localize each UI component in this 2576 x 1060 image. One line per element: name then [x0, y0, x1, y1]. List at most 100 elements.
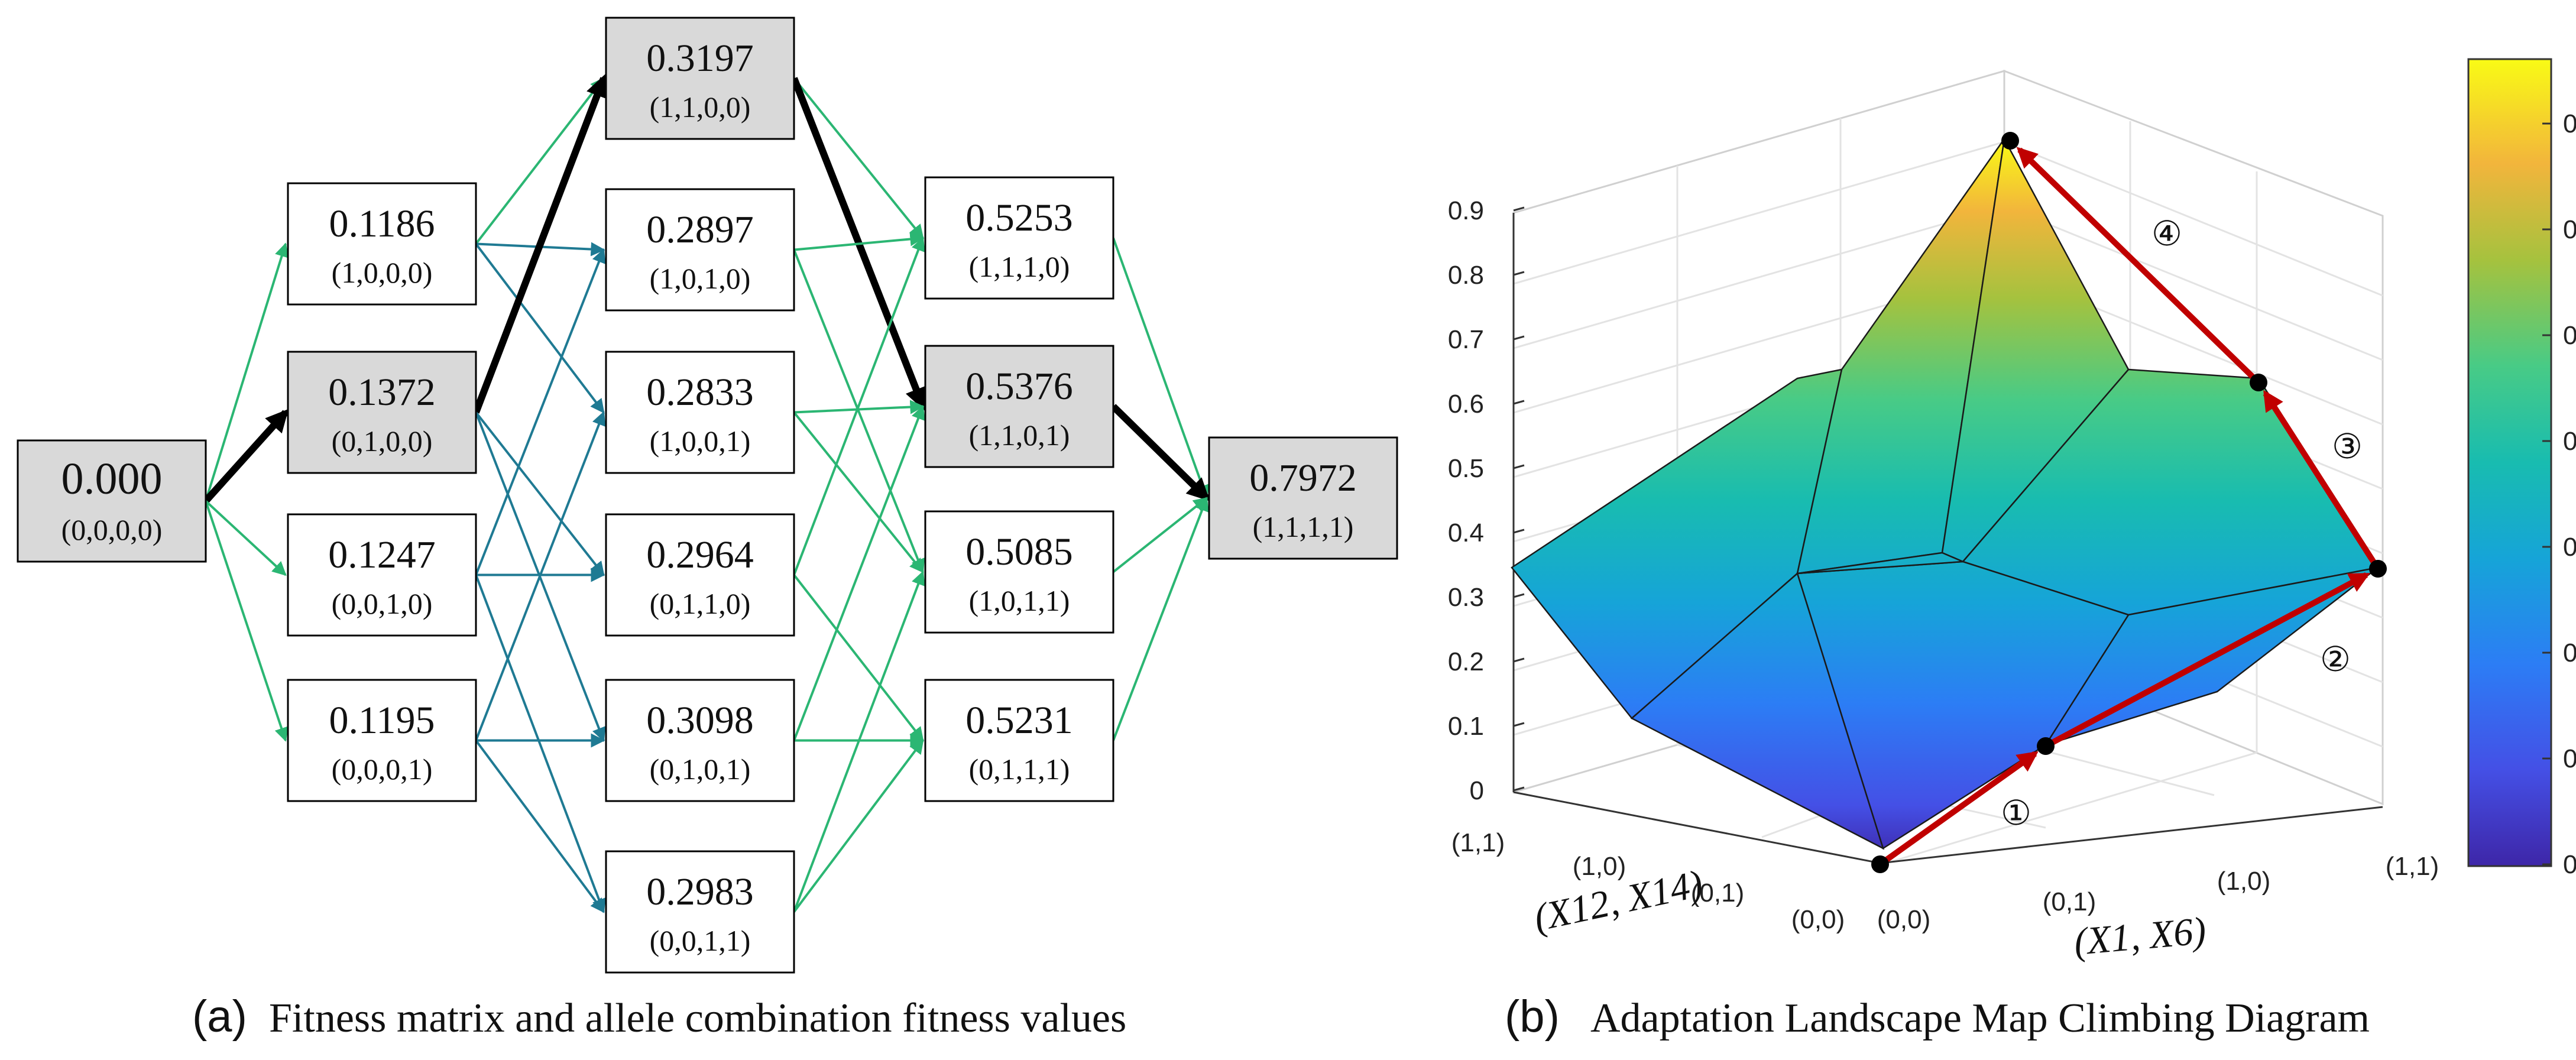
colorbar-tick-label: 0.1	[2563, 744, 2576, 773]
node-allele-code: (0,1,1,0)	[650, 587, 751, 620]
node-box	[17, 439, 207, 563]
colorbar	[2467, 58, 2552, 867]
panel-b-caption: Adaptation Landscape Map Climbing Diagra…	[1590, 996, 2370, 1041]
node-box	[287, 351, 477, 474]
edge-13-15	[1112, 497, 1208, 573]
edge-4-10	[475, 740, 605, 913]
edge-1-7	[475, 243, 605, 414]
edge-0-4	[205, 500, 289, 742]
node-fitness-value: 0.1186	[329, 202, 435, 245]
node-allele-code: (1,0,0,0)	[332, 256, 433, 289]
edge-0-3	[205, 500, 287, 576]
edge-0-2	[203, 409, 289, 504]
node-box	[287, 182, 477, 306]
node-box	[605, 513, 795, 637]
right-axis-tick-label: (0,0)	[1877, 905, 1930, 934]
node-box	[287, 679, 477, 802]
left-axis-tick-label: (1,1)	[1451, 828, 1505, 857]
z-tick-label: 0.4	[1448, 518, 1484, 547]
edge-8-14	[793, 574, 924, 742]
climb-point	[1871, 855, 1889, 873]
genotype-node: 0.7972 (1,1,1,1)	[1208, 436, 1398, 560]
node-allele-code: (1,0,1,0)	[650, 262, 751, 295]
node-allele-code: (1,1,1,0)	[969, 250, 1070, 283]
edge-14-15	[1112, 497, 1209, 741]
climb-point	[2001, 132, 2019, 150]
node-box	[605, 188, 795, 312]
climb-step-arrow	[2263, 390, 2381, 570]
z-tick-mark	[1513, 657, 1525, 663]
genotype-node: 0.1195 (0,0,0,1)	[287, 679, 477, 802]
node-fitness-value: 0.000	[61, 454, 163, 504]
z-tick-label: 0.7	[1448, 325, 1484, 354]
node-allele-code: (0,0,0,0)	[61, 513, 163, 546]
surface-facet	[1630, 572, 1885, 850]
panel-a-fitness-matrix: 0.000 (0,0,0,0) 0.1186 (1,0,0,0) 0.1372 (0,1,…	[17, 17, 1398, 974]
z-tick-mark	[1513, 271, 1525, 276]
node-fitness-value: 0.5253	[965, 196, 1073, 239]
climb-point	[2369, 560, 2387, 578]
edge-10-14	[793, 739, 924, 913]
colorbar-tick-label: 0	[2563, 850, 2576, 879]
panel-b-caption-tag: (b)	[1505, 991, 1560, 1042]
node-layer: 0.000 (0,0,0,0) 0.1186 (1,0,0,0) 0.1372 (0,1,…	[17, 17, 1398, 974]
colorbar-ticks: 0 0.1 0.2 0.3 0.4 0.5 0.6 0.7	[2542, 109, 2576, 879]
z-tick-mark	[1513, 206, 1525, 212]
edge-2-5	[472, 74, 608, 414]
node-allele-code: (1,0,1,1)	[969, 584, 1070, 617]
node-allele-code: (0,1,0,1)	[650, 753, 751, 786]
node-box	[924, 176, 1114, 300]
edge-10-13	[793, 570, 925, 913]
z-tick-label: 0.5	[1448, 454, 1484, 483]
z-tick-label: 0.6	[1448, 390, 1484, 419]
edge-5-11	[793, 77, 924, 239]
panel-a-caption: Fitness matrix and allele combination fi…	[269, 996, 1126, 1041]
node-allele-code: (1,0,0,1)	[650, 424, 751, 458]
climb-step-arrow	[1878, 751, 2039, 867]
edge-11-15	[1112, 237, 1209, 500]
right-axis-tick-label: (0,1)	[2043, 887, 2096, 916]
genotype-node: 0.2964 (0,1,1,0)	[605, 513, 795, 637]
node-box	[924, 345, 1114, 468]
node-allele-code: (0,1,0,0)	[332, 424, 433, 458]
colorbar-tick-label: 0.3	[2563, 533, 2576, 562]
node-allele-code: (0,0,1,1)	[650, 924, 751, 957]
climb-step-label: ④	[2151, 215, 2182, 253]
surface-facet	[1797, 552, 1963, 575]
edge-9-12	[793, 405, 925, 741]
climb-step-label: ②	[2320, 640, 2351, 679]
node-fitness-value: 0.5085	[965, 530, 1073, 573]
edge-6-13	[793, 249, 925, 573]
node-allele-code: (1,1,0,0)	[650, 90, 751, 124]
left-axis-tick-label: (0,0)	[1791, 905, 1845, 934]
node-allele-code: (0,1,1,1)	[969, 753, 1070, 786]
genotype-node: 0.000 (0,0,0,0)	[17, 439, 207, 563]
climb-point	[2037, 737, 2055, 755]
node-fitness-value: 0.1372	[328, 371, 436, 414]
genotype-node: 0.2897 (1,0,1,0)	[605, 188, 795, 312]
genotype-node: 0.5231 (0,1,1,1)	[924, 679, 1114, 802]
genotype-node: 0.1186 (1,0,0,0)	[287, 182, 477, 306]
panel-a-caption-tag: (a)	[192, 991, 247, 1042]
z-tick-label: 0.3	[1448, 583, 1484, 612]
z-tick-mark	[1513, 335, 1525, 341]
z-tick-mark	[1513, 593, 1525, 598]
z-tick-label: 0	[1470, 776, 1484, 805]
genotype-node: 0.2833 (1,0,0,1)	[605, 351, 795, 474]
node-box	[605, 679, 795, 802]
colorbar-tick-label: 0.7	[2563, 109, 2576, 138]
node-fitness-value: 0.5231	[965, 699, 1073, 742]
node-fitness-value: 0.2833	[646, 371, 754, 414]
node-box	[924, 510, 1114, 634]
right-axis-tick-label: (1,0)	[2217, 867, 2270, 896]
z-tick-mark	[1513, 400, 1525, 405]
edge-3-6	[475, 248, 606, 576]
z-tick-mark	[1513, 786, 1525, 792]
z-tick-mark	[1513, 722, 1525, 727]
edge-4-7	[475, 411, 606, 741]
z-axis-ticks: 0 0.1 0.2 0.3 0.4 0.5 0.6 0.7 0.8 0.9	[1448, 196, 1525, 805]
colorbar-tick-label: 0.4	[2563, 427, 2576, 456]
node-fitness-value: 0.2983	[646, 870, 754, 913]
edge-6-11	[793, 232, 925, 251]
